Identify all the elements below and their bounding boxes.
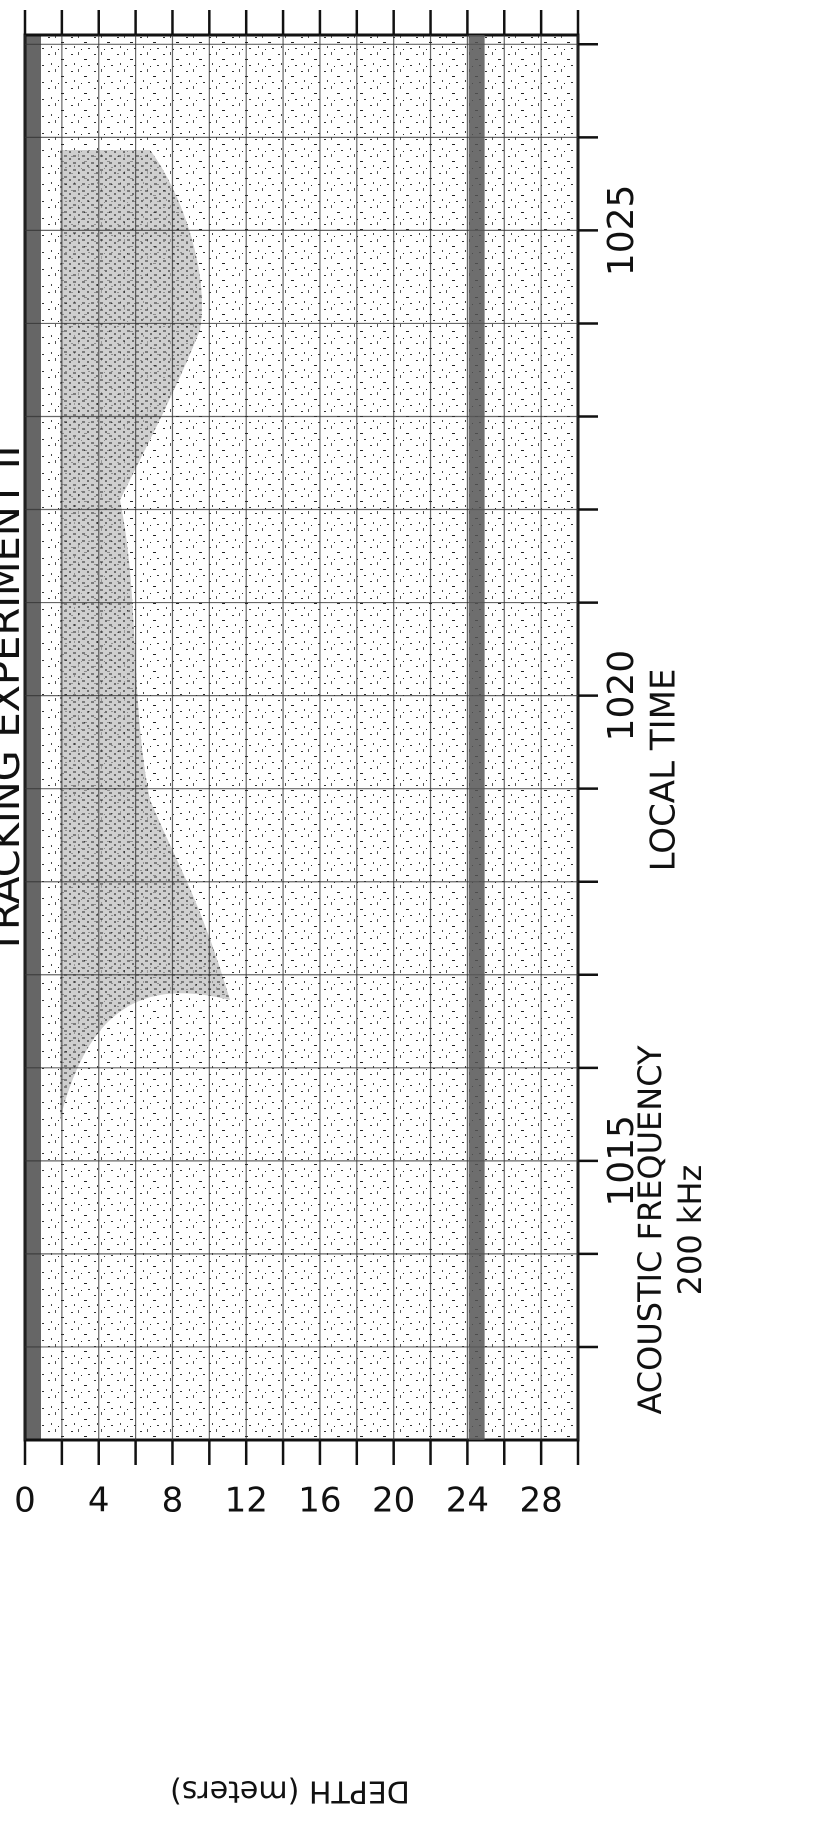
y-axis-label: LOCAL TIME	[644, 669, 684, 872]
x-tick-label: 16	[298, 1481, 341, 1521]
x-tick-label: 20	[372, 1481, 415, 1521]
y-tick-label: 1025	[601, 185, 642, 277]
x-tick-label: 4	[88, 1481, 110, 1521]
x-tick-label: 28	[520, 1481, 563, 1521]
x-tick-label: 12	[225, 1481, 268, 1521]
frequency-label: ACOUSTIC FREQUENCY	[631, 1045, 669, 1415]
x-tick-label: 24	[446, 1481, 489, 1521]
x-tick-label: 8	[162, 1481, 184, 1521]
y-tick-label: 1015	[601, 1115, 642, 1207]
echogram-figure: TRACKING EXPERIMENT II LOCAL TIME ACOUST…	[0, 0, 830, 1827]
x-axis-label: DEPTH (meters)	[170, 1774, 410, 1809]
y-tick-label: 1020	[601, 650, 642, 742]
frequency-value: 200 kHz	[671, 1165, 709, 1296]
x-tick-label: 0	[14, 1481, 36, 1521]
